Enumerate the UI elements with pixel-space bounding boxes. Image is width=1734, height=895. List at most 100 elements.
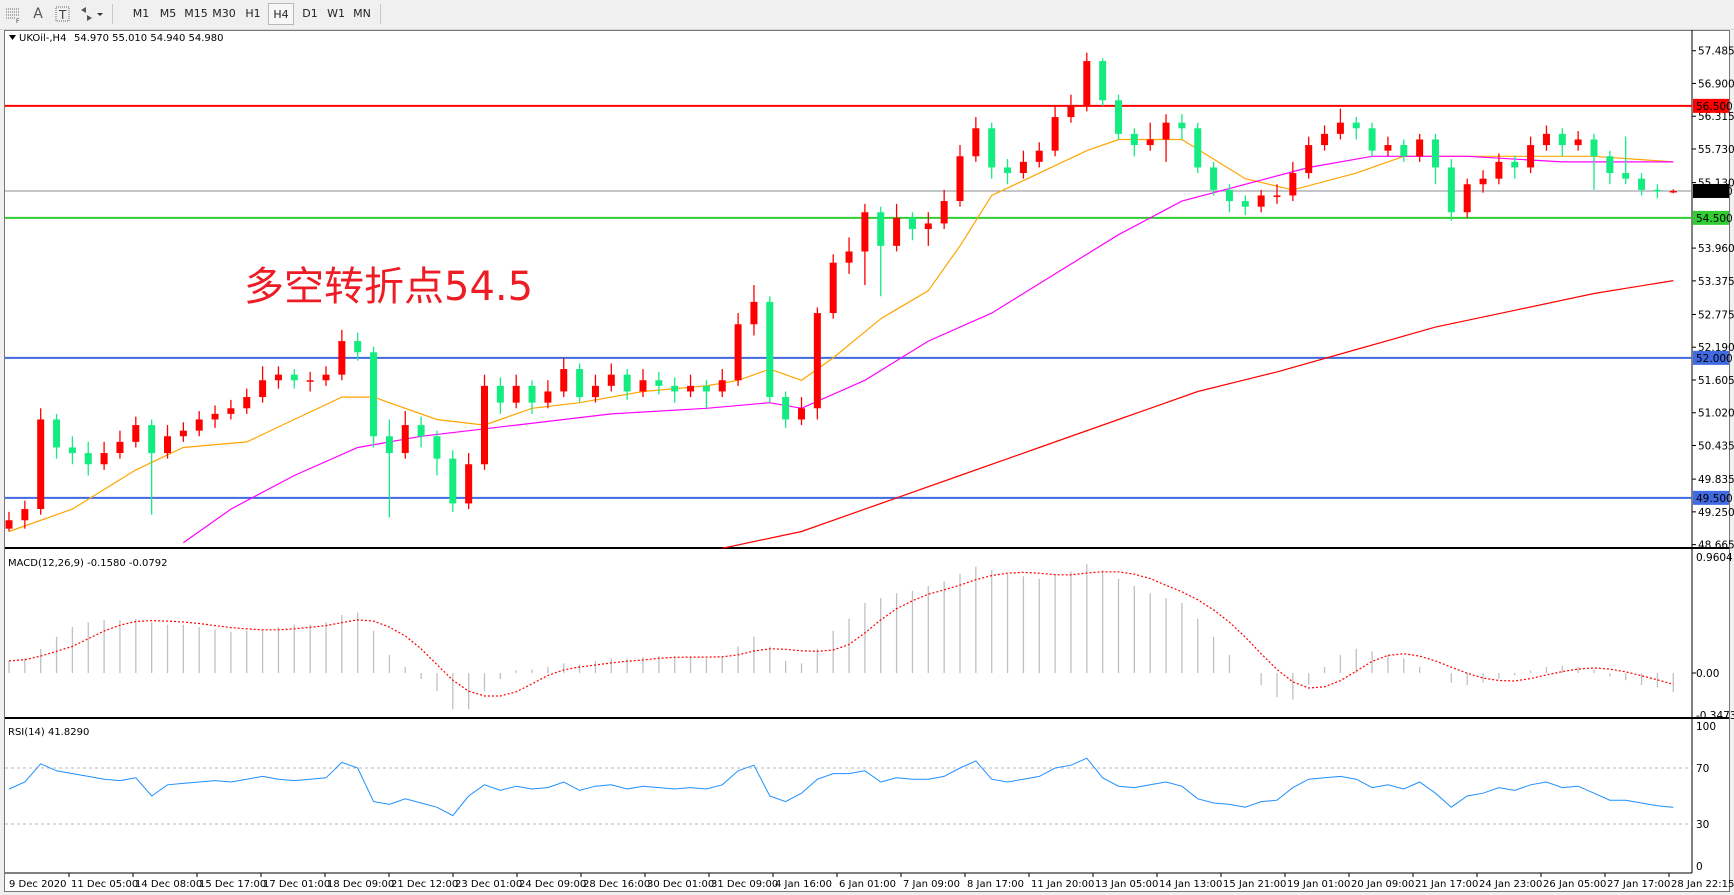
candle-body — [734, 324, 742, 381]
candle-body — [1321, 133, 1329, 146]
timeframe-w1-button[interactable]: W1 — [327, 7, 345, 20]
candle — [21, 500, 29, 529]
candle-body — [908, 217, 916, 230]
candle — [1638, 173, 1646, 196]
candle-body — [1130, 133, 1138, 146]
time-tick-label: 17 Dec 01:00 — [263, 879, 330, 890]
candle — [528, 380, 536, 414]
price-label-box — [1693, 350, 1729, 365]
candle — [37, 408, 45, 515]
candle — [1289, 161, 1297, 202]
candle — [1257, 189, 1265, 213]
candle — [1432, 133, 1439, 185]
candle — [401, 411, 409, 459]
svg-text:F: F — [16, 18, 20, 25]
candle — [1400, 139, 1408, 162]
rsi-line — [8, 757, 1674, 817]
candle — [1210, 161, 1218, 196]
candle — [1194, 122, 1202, 174]
candle — [496, 377, 504, 414]
timeframe-m30-button[interactable]: M30 — [212, 7, 236, 20]
candle-body — [718, 380, 726, 392]
price-label: 54.500 — [1696, 213, 1733, 225]
dropdown-triangle-icon[interactable] — [9, 35, 16, 40]
candle-body — [1194, 128, 1202, 168]
arrows-icon[interactable] — [78, 3, 104, 25]
candle — [148, 419, 156, 515]
candle-body — [449, 458, 457, 504]
toolbar: F A T M1 M5 M15 M30 H1 H4 D1 W1 MN — [0, 0, 1734, 30]
macd-axis-label: 0.9604 — [1696, 552, 1733, 564]
candle-body — [1146, 139, 1154, 146]
macd-label: MACD(12,26,9) -0.1580 -0.0792 — [8, 558, 168, 569]
candle-body — [877, 212, 885, 246]
candle — [1146, 122, 1154, 151]
timeframe-m5-button[interactable]: M5 — [159, 7, 177, 20]
timeframe-h4-button[interactable]: H4 — [268, 3, 294, 25]
candle-body — [5, 520, 13, 529]
time-tick-label: 23 Dec 01:00 — [455, 879, 522, 890]
price-label-box — [1693, 98, 1729, 113]
candle-body — [655, 380, 663, 386]
time-tick-label: 7 Jan 09:00 — [903, 879, 960, 890]
macd-axis-label: 0.00 — [1696, 668, 1719, 680]
candle — [1273, 184, 1281, 204]
text-a-icon[interactable]: A — [33, 6, 43, 22]
price-label-box — [1693, 183, 1729, 198]
text-label-icon[interactable]: T — [52, 3, 74, 25]
price-tick-label: 57.485 — [1698, 46, 1734, 58]
candle — [179, 422, 187, 442]
timeframe-mn-button[interactable]: MN — [353, 7, 371, 20]
candle — [306, 371, 314, 392]
candle-body — [1352, 122, 1360, 129]
candle-body — [385, 436, 393, 454]
candle — [68, 436, 76, 465]
candle-body — [1241, 201, 1249, 207]
candle — [687, 374, 695, 398]
candle-body — [623, 374, 631, 392]
rsi-axis-label: 70 — [1696, 763, 1709, 775]
candle-body — [893, 217, 901, 246]
price-label: 49.500 — [1696, 493, 1733, 505]
candle — [702, 380, 710, 409]
moving-average-line-1 — [8, 138, 1674, 533]
candle-body — [1463, 184, 1471, 213]
timeframe-d1-button[interactable]: D1 — [302, 7, 318, 20]
candle — [1225, 184, 1233, 213]
candle — [829, 254, 837, 319]
price-tick-label: 50.435 — [1698, 441, 1734, 453]
price-label: 54.980 — [1696, 186, 1733, 198]
candle-body — [1574, 139, 1582, 146]
candle — [417, 416, 425, 448]
candle-body — [290, 374, 298, 381]
candle-body — [322, 374, 330, 381]
timeframe-h1-button[interactable]: H1 — [245, 7, 261, 20]
candle-body — [179, 430, 187, 437]
candle-body — [671, 385, 679, 392]
candle-body — [1606, 156, 1614, 174]
candle-body — [401, 425, 409, 454]
time-tick-label: 26 Jan 05:00 — [1543, 879, 1606, 890]
annotation-text: 多空转折点54.5 — [244, 264, 533, 310]
candle-body — [1115, 100, 1122, 134]
timeframe-m15-button[interactable]: M15 — [184, 7, 208, 20]
chart-symbol: UKOil-,H4 — [19, 33, 66, 44]
candle — [1590, 133, 1598, 190]
price-label-box — [1693, 490, 1729, 505]
candle-body — [544, 391, 552, 403]
chart-window[interactable] — [4, 30, 1730, 892]
candle-body — [1083, 61, 1091, 106]
candle — [290, 369, 298, 389]
grid-f-icon[interactable]: F — [2, 3, 24, 25]
candle-body — [37, 419, 45, 510]
candle-body — [1447, 167, 1455, 213]
time-tick-label: 15 Dec 17:00 — [199, 879, 266, 890]
time-tick-label: 11 Dec 05:00 — [71, 879, 138, 890]
candle-body — [1162, 122, 1170, 140]
candle-body — [1653, 189, 1661, 192]
candle-body — [84, 453, 92, 465]
candle — [116, 430, 124, 459]
timeframe-m1-button[interactable]: M1 — [132, 7, 150, 20]
candle-body — [132, 425, 140, 442]
